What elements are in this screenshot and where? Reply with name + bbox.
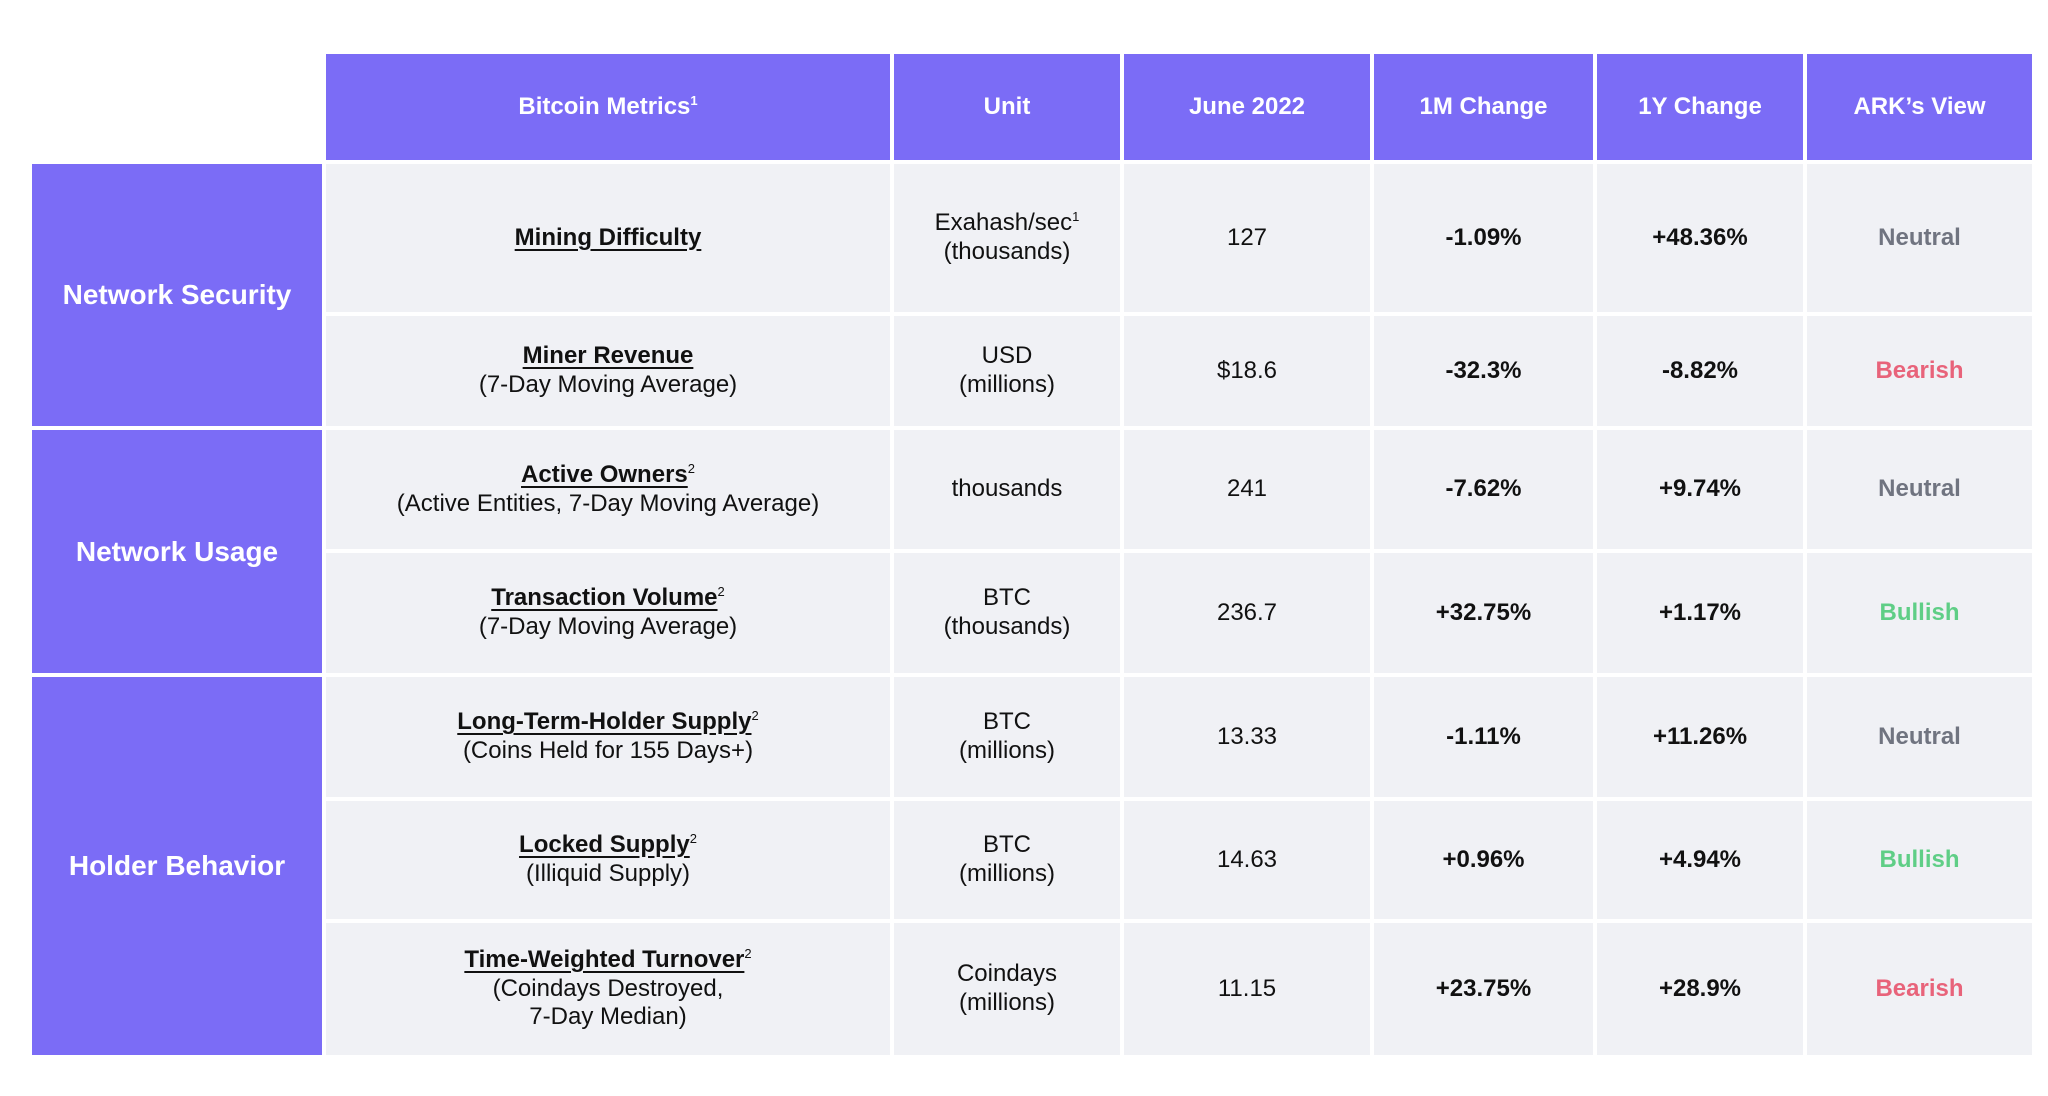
group-network-usage: Network Usage	[32, 430, 322, 673]
metric-name: Miner Revenue	[522, 342, 694, 370]
unit-line: (millions)	[959, 989, 1055, 1016]
header-arks-view: ARK’s View	[1807, 54, 2032, 160]
value-cell: 14.63	[1124, 801, 1370, 919]
unit-cell: BTC (millions)	[894, 801, 1120, 919]
metric-subtitle: (Illiquid Supply)	[525, 860, 691, 887]
metric-footnote: 2	[751, 708, 759, 724]
ark-view-cell: Neutral	[1807, 677, 2032, 797]
header-corner	[32, 54, 322, 160]
metric-cell-miner-revenue: Miner Revenue (7-Day Moving Average)	[326, 316, 890, 426]
metric-cell-transaction-volume: Transaction Volume2 (7-Day Moving Averag…	[326, 553, 890, 673]
unit-cell: USD (millions)	[894, 316, 1120, 426]
metric-cell-locked-supply: Locked Supply2 (Illiquid Supply)	[326, 801, 890, 919]
ark-view-cell: Neutral	[1807, 430, 2032, 549]
header-1m-change: 1M Change	[1374, 54, 1593, 160]
value-cell: 11.15	[1124, 923, 1370, 1055]
header-june-2022: June 2022	[1124, 54, 1370, 160]
metric-footnote: 2	[744, 945, 752, 961]
metric-name: Active Owners	[521, 460, 688, 488]
metric-subtitle: (Active Entities, 7-Day Moving Average)	[396, 489, 820, 517]
metric-name: Time-Weighted Turnover	[464, 945, 745, 973]
y1-change-cell: +48.36%	[1597, 164, 1803, 312]
value-cell: 127	[1124, 164, 1370, 312]
unit-line: Coindays	[956, 960, 1058, 988]
m1-change-cell: -1.09%	[1374, 164, 1593, 312]
unit-cell: Coindays (millions)	[894, 923, 1120, 1055]
value-cell: $18.6	[1124, 316, 1370, 426]
header-1y-change: 1Y Change	[1597, 54, 1803, 160]
unit-cell: Exahash/sec1 (thousands)	[894, 164, 1120, 312]
unit-line: (thousands)	[943, 613, 1071, 640]
group-network-security: Network Security	[32, 164, 322, 426]
value-cell: 13.33	[1124, 677, 1370, 797]
metric-footnote: 2	[717, 584, 725, 600]
unit-line: BTC	[983, 708, 1031, 736]
m1-change-cell: +32.75%	[1374, 553, 1593, 673]
unit-footnote: 1	[1072, 209, 1080, 225]
header-unit: Unit	[894, 54, 1120, 160]
ark-view-cell: Bearish	[1807, 923, 2032, 1055]
y1-change-cell: +11.26%	[1597, 677, 1803, 797]
ark-view-cell: Bullish	[1807, 801, 2032, 919]
bitcoin-metrics-table: Bitcoin Metrics1 Unit June 2022 1M Chang…	[32, 54, 2032, 1055]
metric-subtitle: (7-Day Moving Average)	[478, 371, 738, 398]
unit-cell: thousands	[894, 430, 1120, 549]
unit-line: BTC	[983, 831, 1031, 859]
ark-view-cell: Bearish	[1807, 316, 2032, 426]
m1-change-cell: +0.96%	[1374, 801, 1593, 919]
metric-name: Transaction Volume	[491, 584, 718, 612]
unit-line: thousands	[951, 475, 1063, 503]
header-bitcoin-metrics-label: Bitcoin Metrics	[518, 92, 691, 120]
metric-cell-mining-difficulty: Mining Difficulty	[326, 164, 890, 312]
unit-cell: BTC (thousands)	[894, 553, 1120, 673]
header-bitcoin-metrics: Bitcoin Metrics1	[326, 54, 890, 160]
unit-line: USD	[981, 342, 1033, 370]
unit-line: (millions)	[959, 737, 1055, 764]
y1-change-cell: +28.9%	[1597, 923, 1803, 1055]
y1-change-cell: +1.17%	[1597, 553, 1803, 673]
metric-name: Locked Supply	[519, 831, 690, 859]
m1-change-cell: -1.11%	[1374, 677, 1593, 797]
metric-name: Long-Term-Holder Supply	[457, 708, 752, 736]
metric-cell-active-owners: Active Owners2 (Active Entities, 7-Day M…	[326, 430, 890, 549]
metric-footnote: 2	[687, 460, 695, 476]
m1-change-cell: -7.62%	[1374, 430, 1593, 549]
y1-change-cell: -8.82%	[1597, 316, 1803, 426]
group-holder-behavior: Holder Behavior	[32, 677, 322, 1055]
metric-subtitle: (Coins Held for 155 Days+)	[462, 737, 754, 764]
value-cell: 236.7	[1124, 553, 1370, 673]
metric-subtitle: (7-Day Moving Average)	[478, 613, 738, 640]
metric-subtitle: (Coindays Destroyed,	[492, 974, 724, 1002]
ark-view-cell: Bullish	[1807, 553, 2032, 673]
metric-name: Mining Difficulty	[514, 223, 702, 251]
metric-subtitle: 7-Day Median)	[529, 1003, 687, 1031]
unit-line: Exahash/sec	[934, 209, 1073, 237]
m1-change-cell: -32.3%	[1374, 316, 1593, 426]
unit-line: (millions)	[959, 860, 1055, 887]
ark-view-cell: Neutral	[1807, 164, 2032, 312]
metric-footnote: 2	[689, 831, 697, 847]
unit-line: (millions)	[959, 371, 1055, 398]
unit-line: BTC	[983, 584, 1031, 612]
metric-cell-time-weighted-turnover: Time-Weighted Turnover2 (Coindays Destro…	[326, 923, 890, 1055]
unit-cell: BTC (millions)	[894, 677, 1120, 797]
header-bitcoin-metrics-footnote: 1	[690, 92, 698, 108]
unit-line: (thousands)	[943, 238, 1071, 265]
y1-change-cell: +9.74%	[1597, 430, 1803, 549]
m1-change-cell: +23.75%	[1374, 923, 1593, 1055]
metric-cell-long-term-holder-supply: Long-Term-Holder Supply2 (Coins Held for…	[326, 677, 890, 797]
value-cell: 241	[1124, 430, 1370, 549]
y1-change-cell: +4.94%	[1597, 801, 1803, 919]
